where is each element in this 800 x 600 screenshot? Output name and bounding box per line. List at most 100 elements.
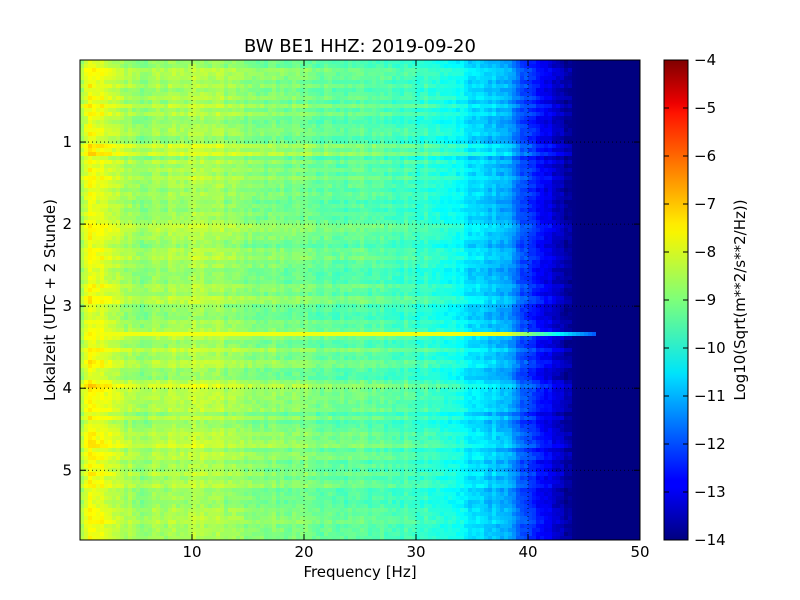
heatmap-cell <box>588 188 592 192</box>
heatmap-cell <box>616 88 620 92</box>
heatmap-cell <box>124 88 128 92</box>
heatmap-cell <box>296 192 300 196</box>
heatmap-cell <box>156 68 160 72</box>
heatmap-cell <box>148 80 152 84</box>
heatmap-cell <box>420 160 424 164</box>
heatmap-cell <box>288 124 292 128</box>
heatmap-cell <box>536 160 540 164</box>
heatmap-cell <box>512 120 516 124</box>
heatmap-cell <box>376 188 380 192</box>
heatmap-cell <box>256 60 260 64</box>
heatmap-cell <box>456 80 460 84</box>
heatmap-cell <box>88 184 92 188</box>
heatmap-cell <box>416 192 420 196</box>
heatmap-cell <box>296 92 300 96</box>
heatmap-cell <box>468 108 472 112</box>
heatmap-cell <box>408 148 412 152</box>
heatmap-cell <box>344 188 348 192</box>
heatmap-cell <box>192 124 196 128</box>
heatmap-cell <box>112 60 116 64</box>
heatmap-cell <box>428 196 432 200</box>
heatmap-cell <box>496 168 500 172</box>
heatmap-cell <box>120 148 124 152</box>
heatmap-cell <box>112 192 116 196</box>
heatmap-cell <box>448 84 452 88</box>
heatmap-cell <box>84 128 88 132</box>
heatmap-cell <box>256 176 260 180</box>
heatmap-cell <box>260 188 264 192</box>
heatmap-cell <box>100 100 104 104</box>
heatmap-cell <box>360 144 364 148</box>
heatmap-cell <box>104 160 108 164</box>
heatmap-cell <box>364 104 368 108</box>
heatmap-cell <box>192 120 196 124</box>
heatmap-cell <box>232 152 236 156</box>
heatmap-cell <box>628 64 632 68</box>
heatmap-cell <box>84 104 88 108</box>
heatmap-cell <box>96 60 100 64</box>
heatmap-cell <box>196 200 200 204</box>
heatmap-cell <box>424 68 428 72</box>
heatmap-cell <box>440 120 444 124</box>
heatmap-cell <box>584 168 588 172</box>
heatmap-cell <box>120 124 124 128</box>
heatmap-cell <box>432 160 436 164</box>
heatmap-cell <box>416 64 420 68</box>
heatmap-cell <box>136 96 140 100</box>
heatmap-cell <box>80 104 84 108</box>
heatmap-cell <box>116 156 120 160</box>
heatmap-cell <box>120 72 124 76</box>
heatmap-cell <box>480 172 484 176</box>
heatmap-cell <box>336 152 340 156</box>
heatmap-cell <box>520 64 524 68</box>
heatmap-cell <box>256 108 260 112</box>
heatmap-cell <box>520 108 524 112</box>
heatmap-cell <box>356 100 360 104</box>
heatmap-cell <box>316 124 320 128</box>
heatmap-cell <box>584 176 588 180</box>
heatmap-cell <box>632 116 636 120</box>
heatmap-cell <box>308 200 312 204</box>
heatmap-cell <box>632 88 636 92</box>
heatmap-cell <box>424 112 428 116</box>
heatmap-cell <box>376 96 380 100</box>
heatmap-cell <box>204 152 208 156</box>
heatmap-cell <box>616 184 620 188</box>
heatmap-cell <box>200 180 204 184</box>
heatmap-cell <box>92 160 96 164</box>
heatmap-cell <box>128 116 132 120</box>
heatmap-cell <box>588 112 592 116</box>
heatmap-cell <box>536 108 540 112</box>
heatmap-cell <box>392 144 396 148</box>
heatmap-cell <box>580 156 584 160</box>
heatmap-cell <box>236 200 240 204</box>
heatmap-cell <box>328 124 332 128</box>
heatmap-cell <box>208 108 212 112</box>
heatmap-cell <box>528 68 532 72</box>
heatmap-cell <box>192 64 196 68</box>
heatmap-cell <box>516 128 520 132</box>
heatmap-cell <box>156 168 160 172</box>
heatmap-cell <box>372 72 376 76</box>
heatmap-cell <box>296 152 300 156</box>
heatmap-cell <box>512 116 516 120</box>
heatmap-cell <box>88 64 92 68</box>
heatmap-cell <box>388 136 392 140</box>
heatmap-cell <box>316 116 320 120</box>
heatmap-cell <box>180 152 184 156</box>
heatmap-cell <box>172 128 176 132</box>
heatmap-cell <box>492 164 496 168</box>
heatmap-cell <box>432 168 436 172</box>
heatmap-cell <box>576 108 580 112</box>
heatmap-cell <box>348 176 352 180</box>
heatmap-cell <box>144 64 148 68</box>
heatmap-cell <box>336 80 340 84</box>
heatmap-cell <box>504 104 508 108</box>
heatmap-cell <box>304 200 308 204</box>
heatmap-cell <box>356 172 360 176</box>
heatmap-cell <box>576 184 580 188</box>
heatmap-cell <box>628 68 632 72</box>
heatmap-cell <box>592 92 596 96</box>
heatmap-cell <box>428 120 432 124</box>
heatmap-cell <box>312 156 316 160</box>
